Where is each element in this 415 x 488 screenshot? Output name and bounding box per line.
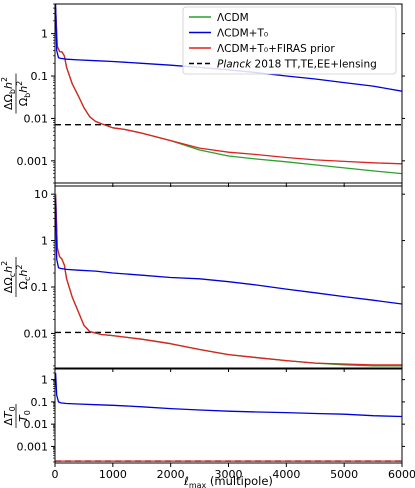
series-line-lcdm_t0 xyxy=(55,4,402,92)
y-label-numerator: ΔΩch2 xyxy=(0,261,17,293)
series-line-lcdm_t0 xyxy=(55,372,402,418)
y-tick-label: 0.01 xyxy=(24,418,49,431)
y-tick-label: 0.01 xyxy=(24,327,49,340)
y-label-denominator: T0 xyxy=(17,410,32,422)
y-tick-label: 0.1 xyxy=(31,70,49,83)
y-tick-label: 1 xyxy=(41,374,48,387)
plot-area xyxy=(55,194,402,367)
y-tick-label: 0.001 xyxy=(17,440,49,453)
legend-label-lcdm_t0_firas: ΛCDM+T₀+FIRAS prior xyxy=(217,43,335,55)
y-tick-label: 1 xyxy=(41,28,48,41)
x-tick-label: 6000 xyxy=(388,468,415,481)
x-tick-label: 0 xyxy=(52,468,59,481)
y-label-denominator: Ωch2 xyxy=(15,265,32,290)
axes-frame xyxy=(54,368,403,464)
x-axis-label: ℓmax (multipole) xyxy=(183,474,273,488)
plot-area xyxy=(55,4,402,175)
y-label-numerator: ΔΩbh2 xyxy=(0,77,17,110)
x-tick-label: 2000 xyxy=(157,468,185,481)
y-tick-label: 0.1 xyxy=(31,281,49,294)
legend-label-lcdm_t0: ΛCDM+T₀ xyxy=(217,28,268,40)
legend-label-planck: Planck 2018 TT,TE,EE+lensing xyxy=(217,59,377,71)
x-tick-label: 1000 xyxy=(99,468,127,481)
series-line-lcdm_t0_firas xyxy=(55,194,402,366)
axes-frame xyxy=(54,185,403,369)
series-line-lcdm_t0_firas xyxy=(55,8,402,165)
x-tick-label: 4000 xyxy=(272,468,300,481)
x-tick-label: 3000 xyxy=(215,468,243,481)
plot-area xyxy=(55,372,402,462)
y-label-denominator: Ωbh2 xyxy=(15,81,32,107)
y-tick-label: 0.01 xyxy=(24,112,49,125)
panel-3: 1 0.1 0.01 0.001 0 1000 2000 3000 4000 5000 6000 ΔT… xyxy=(2,368,415,488)
legend: ΛCDM ΛCDM+T₀ ΛCDM+T₀+FIRAS prior Planck 201… xyxy=(182,6,397,75)
y-tick-label: 0.001 xyxy=(17,155,49,168)
x-tick-label: 5000 xyxy=(330,468,358,481)
y-label-numerator: ΔT0 xyxy=(2,406,17,425)
legend-label-lcdm: ΛCDM xyxy=(217,12,249,24)
legend-frame xyxy=(182,6,397,75)
y-tick-label: 0.1 xyxy=(31,396,49,409)
series-line-lcdm xyxy=(55,194,402,367)
series-line-lcdm_t0 xyxy=(55,198,402,305)
y-tick-label: 1 xyxy=(41,235,48,248)
y-tick-label: 10 xyxy=(34,188,48,201)
